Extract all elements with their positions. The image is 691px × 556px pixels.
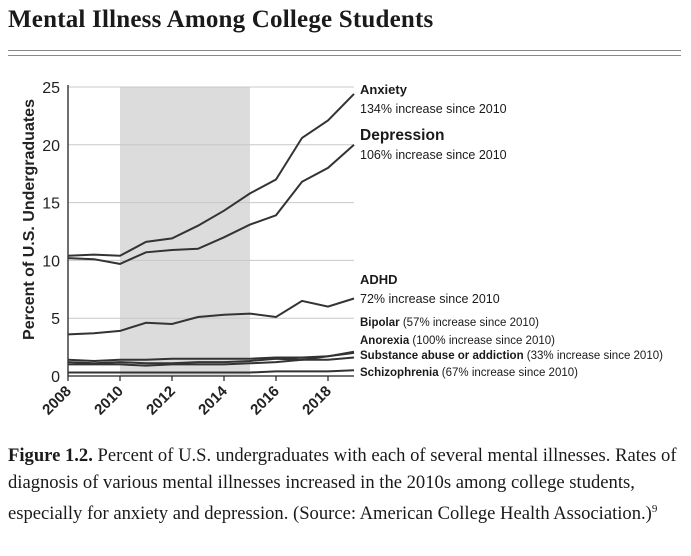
series-label-depression: Depression xyxy=(360,127,444,144)
series-note-depression: 106% increase since 2010 xyxy=(360,148,507,162)
series-note-anxiety: 134% increase since 2010 xyxy=(360,102,507,116)
series-label-adhd: ADHD xyxy=(360,272,398,287)
x-tick-label: 2018 xyxy=(299,383,335,419)
figure-caption-text: Percent of U.S. undergraduates with each… xyxy=(8,445,677,525)
figure-caption: Figure 1.2. Percent of U.S. undergraduat… xyxy=(8,443,684,528)
series-label-anorexia: Anorexia (100% increase since 2010) xyxy=(360,335,555,347)
y-tick-label: 20 xyxy=(42,138,60,155)
figure-label: Figure 1.2. xyxy=(8,445,93,466)
y-tick-label: 15 xyxy=(42,196,60,213)
series-line-schizophrenia xyxy=(68,369,355,374)
series-line-anxiety xyxy=(67,93,355,257)
x-tick-label: 2010 xyxy=(91,383,127,419)
series-label-substance-abuse-or-addiction: Substance abuse or addiction (33% increa… xyxy=(360,350,663,362)
series-label-schizophrenia: Schizophrenia (67% increase since 2010) xyxy=(360,367,578,379)
y-tick-label: 10 xyxy=(42,253,60,270)
x-tick-label: 2008 xyxy=(39,383,75,419)
x-tick-label: 2016 xyxy=(247,383,283,419)
y-axis-label: Percent of U.S. Undergraduates xyxy=(21,99,38,340)
series-label-bipolar: Bipolar (57% increase since 2010) xyxy=(360,317,539,329)
series-line-bipolar xyxy=(67,351,355,363)
x-tick-label: 2012 xyxy=(143,383,179,419)
footnote-marker: 9 xyxy=(651,503,658,516)
series-label-anxiety: Anxiety xyxy=(360,82,408,97)
series-line-adhd xyxy=(67,297,355,336)
series-line-substance-abuse-or-addiction xyxy=(67,356,355,365)
x-tick-label: 2014 xyxy=(195,382,231,418)
y-tick-label: 5 xyxy=(51,311,60,328)
title-rule-top xyxy=(8,50,681,51)
line-chart: 0 5 10 15 20 25 2008 2010 2012 2014 2016 2018 Percen… xyxy=(21,80,663,419)
y-tick-label: 0 xyxy=(51,369,60,386)
page-title: Mental Illness Among College Students xyxy=(8,6,434,33)
title-rule-bottom xyxy=(8,55,681,56)
series-note-adhd: 72% increase since 2010 xyxy=(360,292,500,306)
series-line-depression xyxy=(67,144,355,265)
y-tick-label: 25 xyxy=(42,80,60,97)
